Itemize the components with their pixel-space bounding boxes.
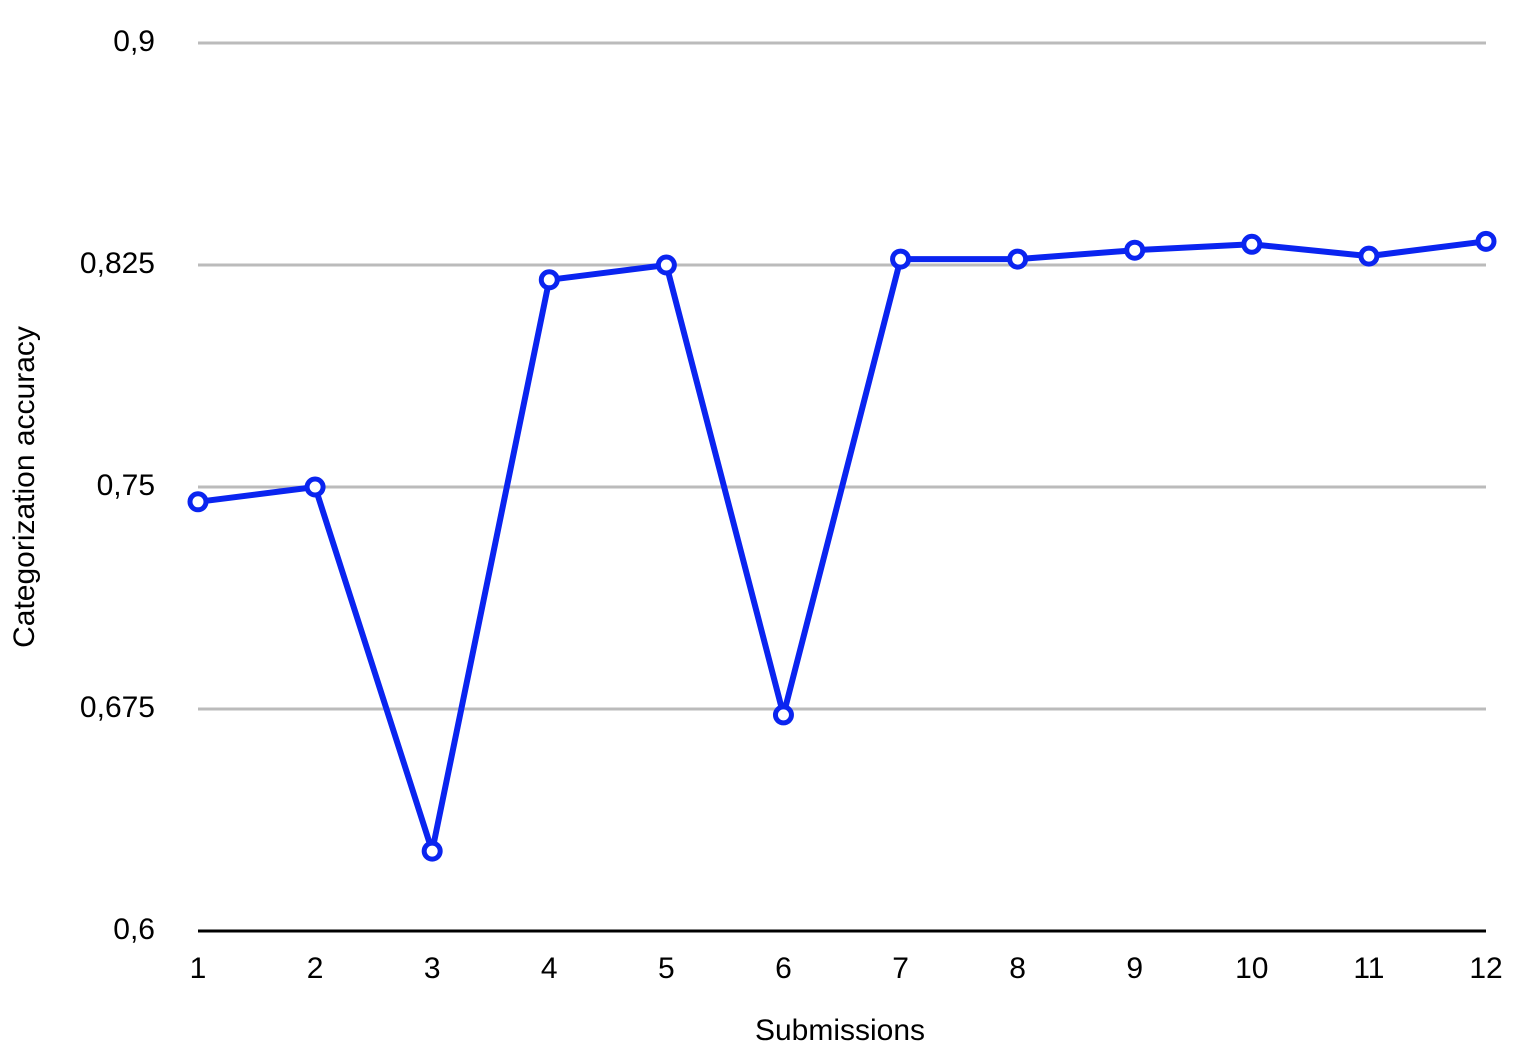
x-axis-label: Submissions	[755, 1014, 925, 1047]
point-marker	[890, 248, 912, 270]
point-marker	[1007, 248, 1029, 270]
point-marker	[304, 476, 326, 498]
x-tick-label: 7	[892, 952, 909, 985]
y-axis-label: Categorization accuracy	[8, 326, 41, 648]
point-marker	[655, 254, 677, 276]
series-line	[197, 238, 1487, 855]
x-tick-label: 3	[424, 952, 441, 985]
point-marker	[1124, 239, 1146, 261]
x-tick-label: 11	[1353, 952, 1384, 985]
point-marker	[1475, 230, 1497, 252]
point-marker	[187, 491, 209, 513]
point-marker	[1241, 233, 1263, 255]
y-tick-label: 0,825	[80, 247, 155, 280]
x-tick-label: 12	[1469, 952, 1502, 985]
point-marker	[538, 269, 560, 291]
y-tick-label: 0,6	[113, 913, 155, 946]
y-tick-label: 0,9	[113, 25, 155, 58]
point-marker	[421, 840, 443, 862]
y-tick-label: 0,675	[80, 691, 155, 724]
x-tick-label: 5	[658, 952, 675, 985]
point-marker	[1358, 245, 1380, 267]
x-tick-label: 10	[1235, 952, 1268, 985]
y-tick-label: 0,75	[97, 469, 155, 502]
point-marker	[772, 704, 794, 726]
x-tick-label: 2	[307, 952, 324, 985]
x-tick-label: 6	[775, 952, 792, 985]
x-tick-label: 9	[1126, 952, 1143, 985]
x-tick-label: 8	[1009, 952, 1026, 985]
x-tick-label: 4	[541, 952, 558, 985]
x-tick-label: 1	[190, 952, 207, 985]
